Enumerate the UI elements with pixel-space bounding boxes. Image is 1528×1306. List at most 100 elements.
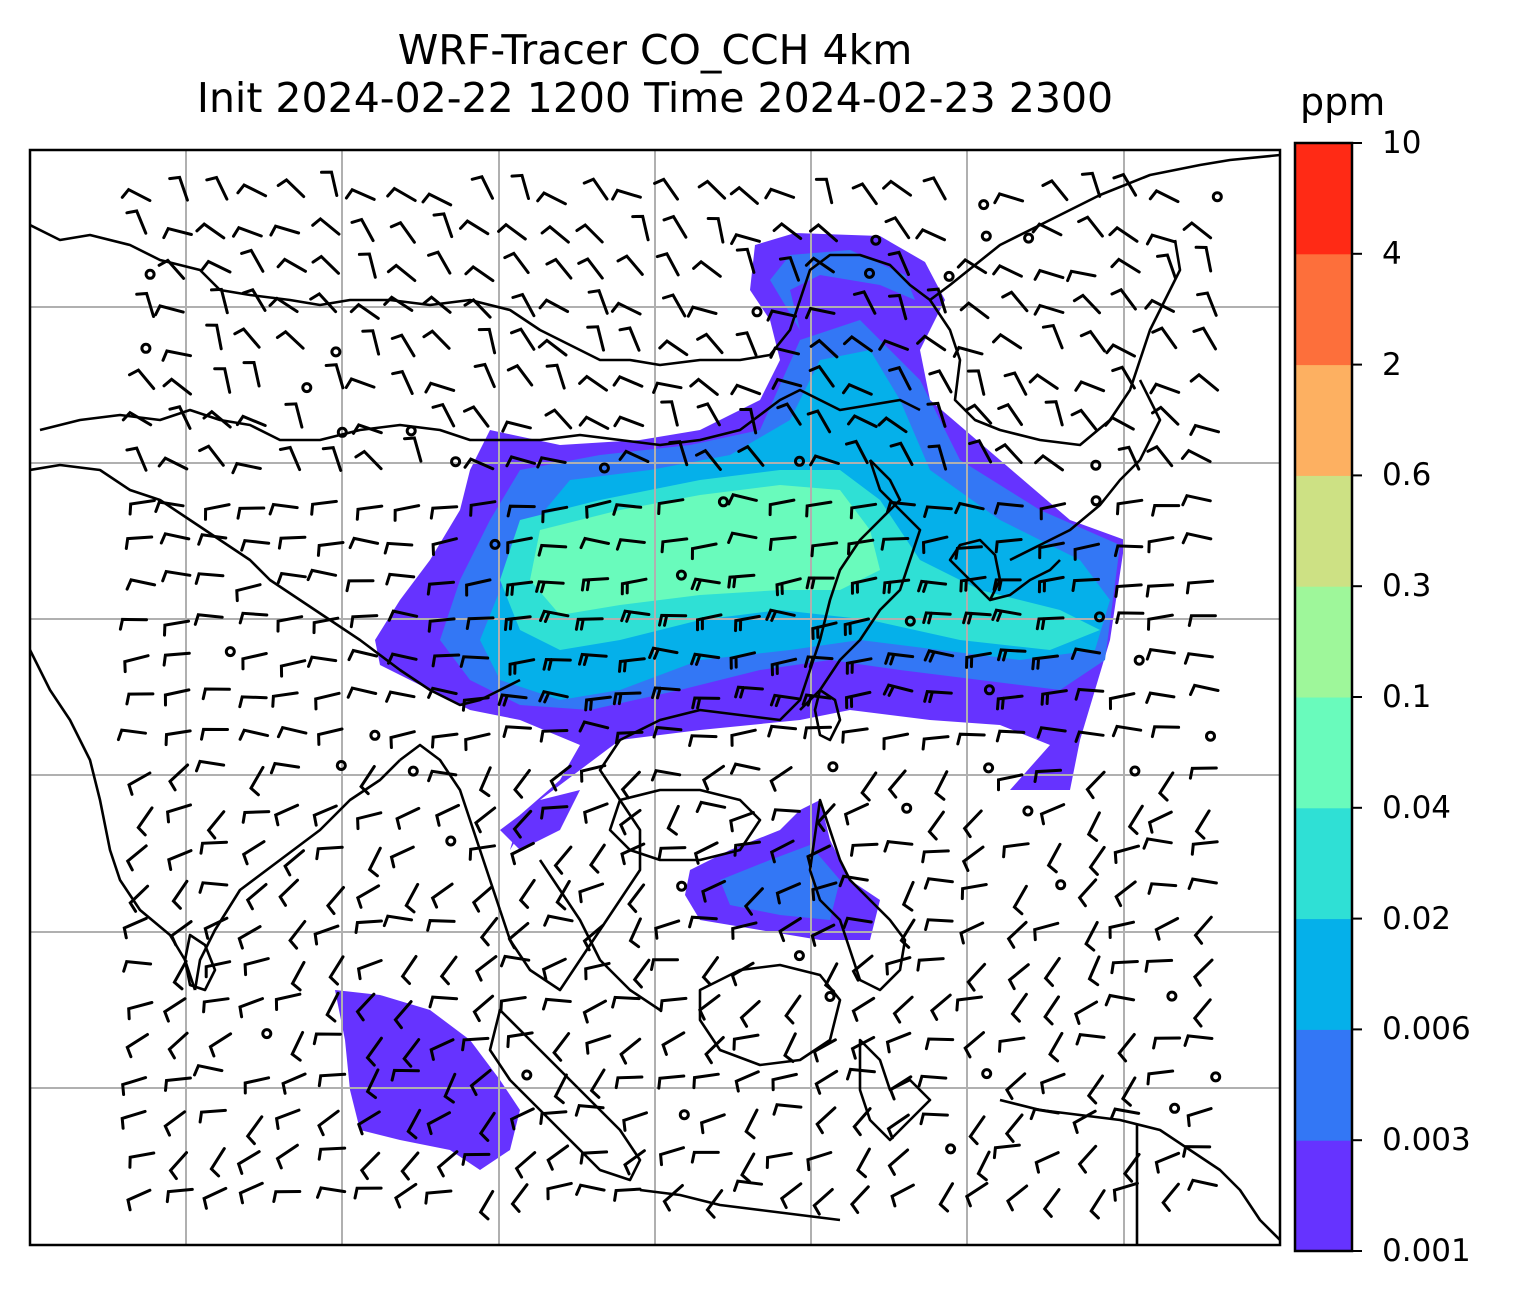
title-line-2: Init 2024-02-22 1200 Time 2024-02-23 230… [196,74,1114,122]
wind-barb [812,1188,834,1216]
wind-barb [424,1189,453,1205]
wind-barb [740,1152,756,1183]
wind-barb [743,887,764,916]
wind-barb [889,441,914,466]
calm-wind-marker [1133,654,1145,666]
wind-barb [127,1001,154,1021]
wind-barb [394,1182,418,1209]
wind-barb [808,364,835,388]
wind-barb [325,886,345,916]
colorbar-segment [1295,1140,1352,1252]
wind-barb [269,761,301,775]
wind-barb [1077,1144,1098,1174]
wind-barb [1187,1178,1218,1191]
wind-barb [1181,493,1212,507]
wind-barb [309,291,338,314]
wind-barb [1111,365,1136,390]
wind-barb [1194,245,1213,273]
calm-wind-marker [1166,990,1178,1002]
calm-wind-marker [1205,730,1216,742]
calm-wind-marker [140,342,152,354]
wind-barb [427,250,452,275]
wind-barb [1104,993,1136,1007]
wind-barb [701,764,725,791]
wind-barb [125,844,148,872]
wind-barb [502,725,532,738]
calm-wind-marker [827,761,839,773]
wind-barb [916,957,945,972]
wind-barb [1088,845,1106,876]
wind-barb [1072,1109,1097,1134]
wind-barb [125,578,157,591]
new-guinea [999,1098,1280,1241]
wind-barb [805,576,835,590]
wind-barb [348,536,380,550]
wind-barb [959,921,985,945]
wind-barb [163,688,191,707]
wind-barb [1041,323,1064,350]
taiwan [813,688,842,742]
wind-barb [1151,503,1181,517]
wind-barb [696,613,723,632]
wind-barb [168,405,192,430]
wind-barb [730,383,762,396]
wind-barb [622,1111,648,1132]
korea-peninsula [948,538,1002,602]
wind-barb [618,449,650,463]
wind-barb [206,810,226,840]
wind-barb [172,959,188,991]
wind-barb [1079,329,1106,353]
wind-barb [268,502,299,516]
wind-barb [927,810,945,841]
wind-barb [472,994,495,1023]
wind-barb [1040,689,1068,706]
wind-barb [765,1151,793,1169]
wind-barb [769,766,793,792]
wind-barb [612,503,643,516]
wind-barb [769,346,800,359]
wind-barb [406,1108,422,1140]
wind-barb [845,657,873,675]
wind-barb [478,1111,496,1142]
wind-barb [955,995,983,1012]
calm-wind-marker [407,765,419,777]
wind-barb [578,882,605,904]
wind-barb [426,1111,451,1136]
wind-barb [915,228,946,242]
colorbar-tick-label: 0.003 [1382,1122,1471,1159]
wind-barb [511,292,536,318]
wind-barb [284,402,304,429]
wind-barb [729,185,759,205]
wind-barb [921,849,950,864]
wind-barb [238,695,268,709]
colorbar-tick-label: 0.006 [1382,1011,1471,1048]
wind-barb [205,323,223,351]
wind-barb [1038,541,1065,560]
wind-barb [431,732,459,749]
calm-wind-marker [676,880,688,892]
wind-barb [1086,1074,1104,1105]
calm-wind-marker [489,538,501,550]
wind-barb [389,730,416,749]
wind-barb [238,611,269,625]
wind-barb [815,1106,837,1135]
wind-barb [271,691,299,708]
wind-barb [404,882,420,914]
wind-barb [1074,380,1106,393]
wind-barb [769,839,795,864]
wind-barb [657,846,687,860]
wind-barb [1145,648,1176,661]
wind-barb [698,994,721,1021]
wind-barb [429,1038,455,1061]
wind-barb [1048,1031,1064,1063]
wind-barb [1110,257,1141,274]
wind-barb [310,499,338,516]
wind-barb [651,686,681,700]
wind-barb [620,609,651,623]
wind-barb [459,219,490,236]
wind-barb [586,325,605,352]
wind-barb [956,257,988,275]
wind-barb [921,735,950,751]
calm-wind-marker [751,306,763,318]
wind-barb [200,727,229,741]
